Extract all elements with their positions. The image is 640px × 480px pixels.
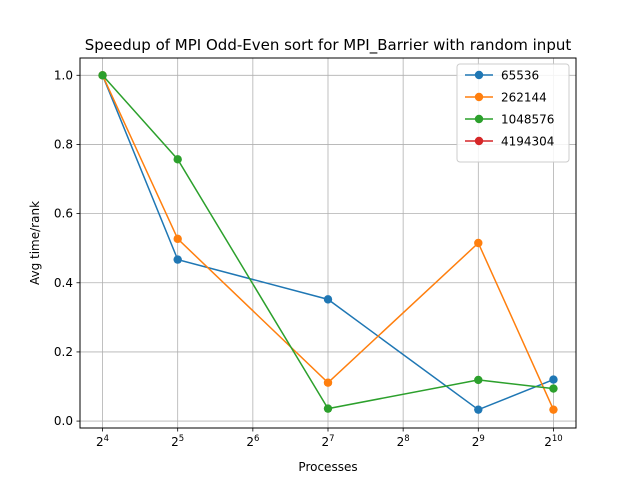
y-tick-label: 0.8: [54, 137, 73, 151]
data-point: [549, 375, 558, 384]
data-point: [98, 71, 107, 80]
legend-marker: [474, 70, 484, 80]
y-axis-ticks: 0.0 0.2 0.4 0.6 0.8 1.0: [54, 68, 80, 428]
legend-marker: [474, 136, 484, 146]
y-tick-label: 0.6: [54, 207, 73, 221]
y-tick-label: 0.0: [54, 414, 73, 428]
data-point: [474, 375, 483, 385]
legend-label: 1048576: [501, 113, 554, 127]
data-point: [323, 404, 333, 413]
x-tick-label: 25: [171, 434, 184, 449]
data-point: [474, 238, 483, 248]
legend-label: 65536: [501, 69, 539, 83]
data-point: [173, 155, 182, 164]
data-point: [323, 295, 333, 304]
x-tick-label: 210: [544, 434, 562, 449]
x-tick-label: 26: [246, 434, 259, 449]
legend-label: 262144: [501, 91, 547, 105]
legend: 65536 262144 1048576 4194304: [456, 63, 570, 163]
x-tick-label: 24: [96, 434, 109, 449]
legend-marker: [474, 92, 484, 102]
x-axis-label: Processes: [298, 460, 357, 474]
chart-title: Speedup of MPI Odd-Even sort for MPI_Bar…: [85, 36, 572, 55]
data-point: [474, 405, 483, 414]
data-point: [323, 378, 333, 387]
x-axis-ticks: 24 25 26 27 28 29 210: [96, 428, 563, 449]
legend-marker: [474, 114, 484, 124]
y-axis-label: Avg time/rank: [28, 201, 42, 285]
y-tick-label: 1.0: [54, 68, 73, 82]
data-point: [549, 405, 558, 414]
data-point: [173, 255, 182, 264]
x-tick-label: 27: [321, 434, 334, 449]
y-tick-label: 0.2: [54, 345, 73, 359]
data-point: [549, 384, 558, 393]
legend-label: 4194304: [501, 135, 554, 149]
data-point: [173, 234, 182, 244]
series-layer: [98, 71, 558, 414]
legend-box: [456, 63, 570, 163]
y-tick-label: 0.4: [54, 276, 73, 290]
x-tick-label: 28: [397, 434, 410, 449]
x-tick-label: 29: [472, 434, 485, 449]
